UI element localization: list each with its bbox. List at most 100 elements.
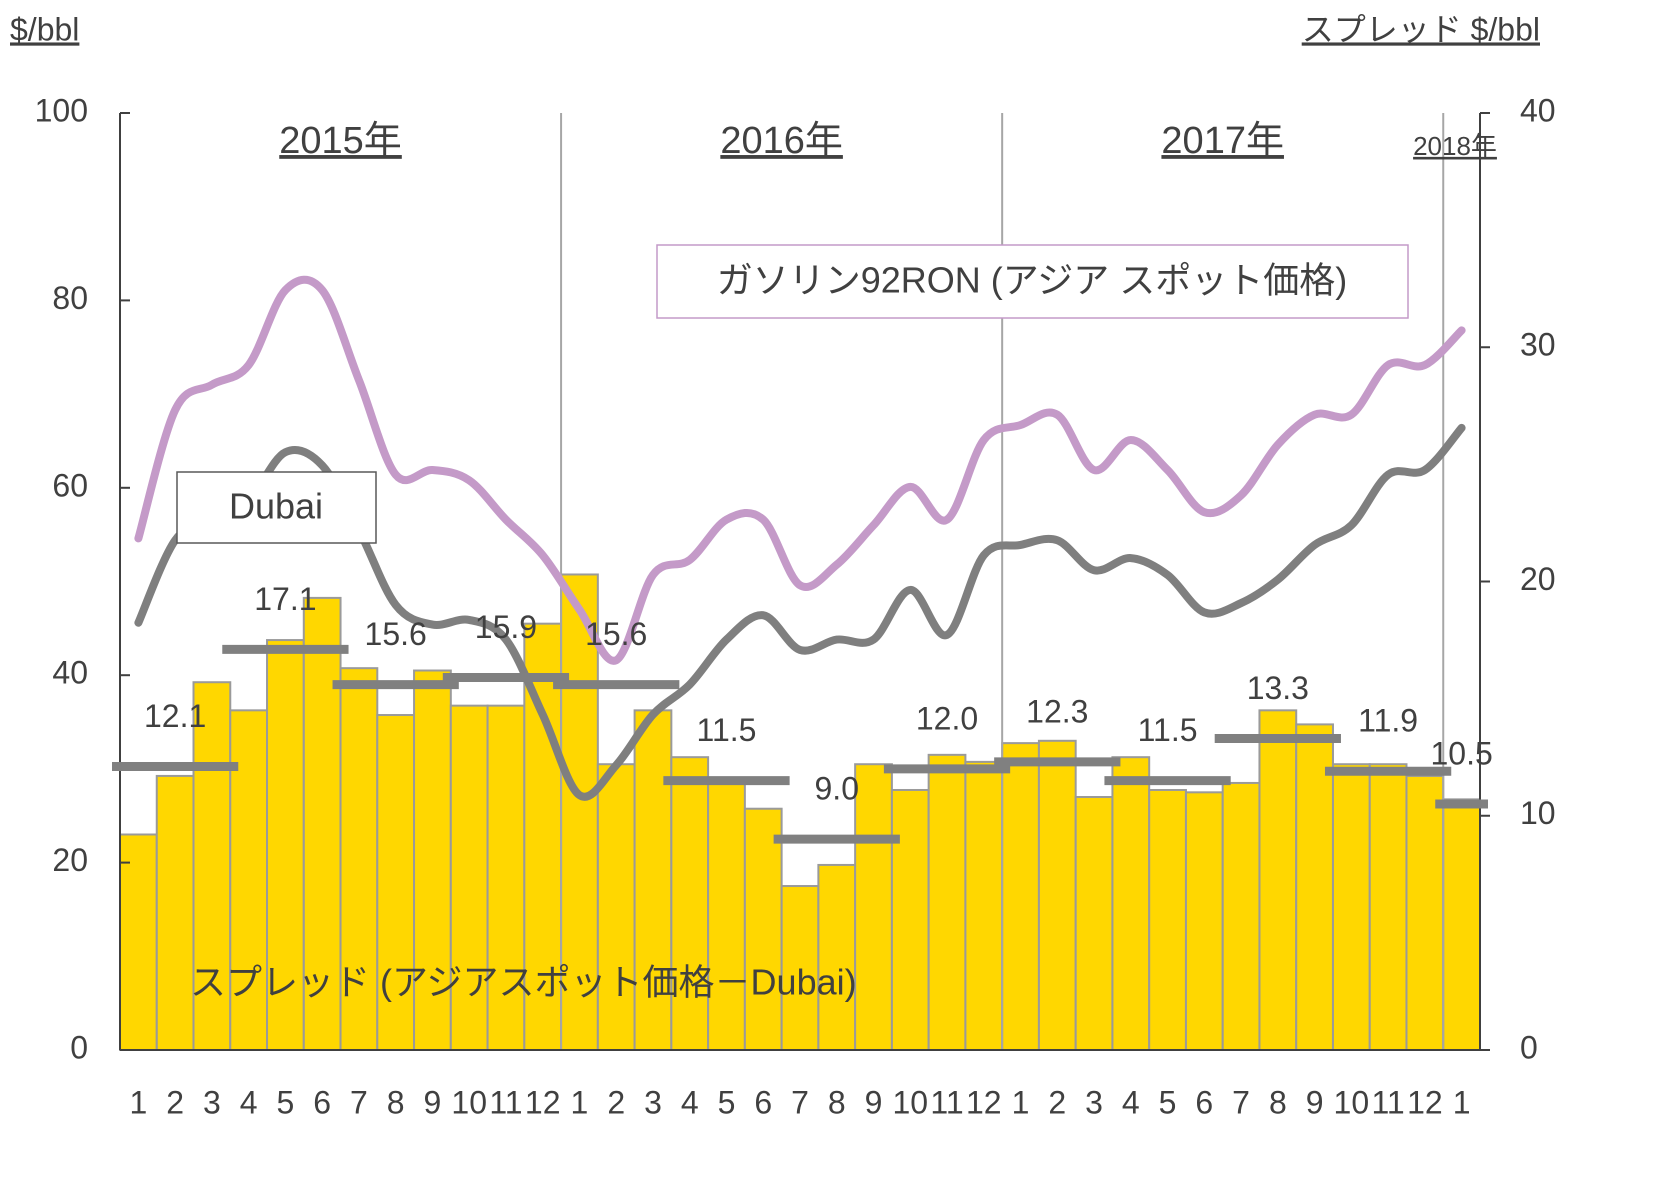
bar (119, 833, 158, 1051)
bar (376, 714, 416, 1052)
y-tick-label: 20 (52, 842, 88, 878)
year-label: 2018年 (1413, 131, 1497, 161)
bar (890, 788, 930, 1051)
x-tick-label: 1 (1453, 1084, 1471, 1120)
x-tick-label: 11 (930, 1084, 963, 1120)
x-tick-label: 6 (1195, 1084, 1213, 1120)
x-tick-label: 6 (313, 1084, 331, 1120)
bar (192, 681, 232, 1051)
data-label: 11.9 (1358, 703, 1418, 739)
bar (707, 779, 746, 1051)
bar (1037, 739, 1077, 1051)
x-tick-label: 3 (644, 1084, 662, 1120)
x-tick-label: 8 (387, 1084, 405, 1120)
x-tick-label: 5 (277, 1084, 295, 1120)
x-tick-label: 12 (1407, 1084, 1443, 1120)
data-label: 11.5 (1138, 712, 1198, 748)
x-tick-label: 12 (966, 1084, 1002, 1120)
bar (633, 709, 673, 1052)
year-label: 2016年 (720, 120, 843, 162)
x-tick-label: 1 (571, 1084, 589, 1120)
bar (964, 760, 1004, 1051)
x-tick-label: 11 (1371, 1084, 1404, 1120)
bar (1184, 791, 1224, 1051)
data-label: 9.0 (815, 771, 859, 807)
x-tick-label: 12 (525, 1084, 561, 1120)
bar (1258, 709, 1298, 1052)
data-label: 12.3 (1026, 693, 1088, 729)
bar (743, 807, 783, 1051)
line (134, 275, 1466, 665)
legend-label: Dubai (229, 486, 323, 527)
y-tick-label: 100 (35, 92, 88, 128)
data-label: 15.9 (475, 609, 537, 645)
legend-label: ガソリン92RON (アジア スポット価格) (717, 260, 1348, 301)
bar (1111, 756, 1151, 1051)
y-axis-label: $/bbl (10, 11, 79, 47)
y-tick-label: 60 (52, 467, 88, 503)
x-tick-label: 7 (1232, 1084, 1250, 1120)
x-tick-label: 10 (1334, 1084, 1370, 1120)
bar (1368, 763, 1408, 1052)
bar (1001, 742, 1040, 1051)
x-tick-label: 10 (451, 1084, 487, 1120)
bar (817, 863, 857, 1051)
bar (155, 774, 195, 1051)
data-label: 15.6 (585, 616, 647, 652)
x-tick-label: 9 (424, 1084, 442, 1120)
y2-axis-label: スプレッド $/bbl (1302, 11, 1540, 47)
data-label: 13.3 (1247, 670, 1309, 706)
x-tick-label: 10 (892, 1084, 928, 1120)
data-label: 12.0 (916, 700, 978, 736)
x-tick-label: 2 (607, 1084, 625, 1120)
bar (1295, 723, 1334, 1052)
x-tick-label: 6 (754, 1084, 772, 1120)
x-tick-label: 4 (1122, 1084, 1140, 1120)
x-tick-label: 5 (1159, 1084, 1177, 1120)
legend-box (656, 244, 1409, 319)
y2-tick-label: 40 (1520, 92, 1556, 128)
data-label: 15.6 (365, 616, 427, 652)
x-tick-label: 2 (166, 1084, 184, 1120)
bar (1442, 798, 1482, 1051)
bar (1331, 763, 1371, 1052)
y2-tick-label: 30 (1520, 327, 1556, 363)
x-tick-label: 7 (350, 1084, 368, 1120)
year-label: 2017年 (1161, 120, 1284, 162)
data-label: 10.5 (1430, 735, 1492, 771)
data-label: 11.5 (697, 712, 757, 748)
x-tick-label: 7 (791, 1084, 809, 1120)
bar (1405, 774, 1445, 1051)
bar (670, 756, 710, 1051)
y2-tick-label: 0 (1520, 1029, 1538, 1065)
data-label: 17.1 (254, 581, 316, 617)
x-tick-label: 3 (1085, 1084, 1103, 1120)
y-tick-label: 40 (52, 655, 88, 691)
x-tick-label: 1 (1012, 1084, 1030, 1120)
bar (449, 704, 489, 1052)
y-tick-label: 80 (52, 280, 88, 316)
x-tick-label: 3 (203, 1084, 221, 1120)
data-label: 12.1 (144, 698, 206, 734)
y2-tick-label: 10 (1520, 795, 1556, 831)
x-tick-label: 8 (1269, 1084, 1287, 1120)
y2-tick-label: 20 (1520, 561, 1556, 597)
bar (1148, 788, 1187, 1051)
bar (854, 763, 893, 1052)
x-tick-label: 5 (718, 1084, 736, 1120)
bar (1221, 781, 1261, 1052)
bar (927, 753, 967, 1051)
x-tick-label: 1 (129, 1084, 147, 1120)
x-tick-label: 4 (681, 1084, 699, 1120)
x-tick-label: 11 (489, 1084, 522, 1120)
x-tick-label: 8 (828, 1084, 846, 1120)
y-tick-label: 0 (70, 1029, 88, 1065)
x-tick-label: 9 (865, 1084, 883, 1120)
bar (1074, 796, 1114, 1052)
bar (596, 763, 636, 1052)
x-tick-label: 4 (240, 1084, 258, 1120)
legend-label: スプレッド (アジアスポット価格－Dubai) (190, 962, 857, 1003)
legend-box (176, 471, 377, 544)
x-tick-label: 9 (1306, 1084, 1324, 1120)
